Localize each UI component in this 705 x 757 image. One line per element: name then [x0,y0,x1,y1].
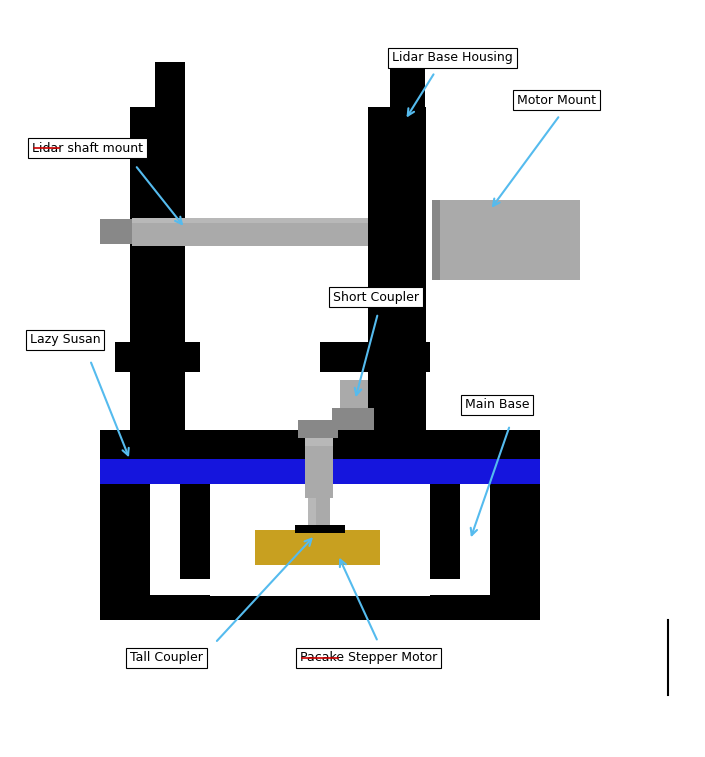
Bar [130,202,185,342]
Bar [115,342,200,372]
Bar [368,218,378,246]
Bar [305,438,333,498]
Bar [320,342,430,372]
Bar [155,62,185,107]
Bar [490,484,540,614]
Bar [432,200,440,280]
Bar [430,484,460,579]
Bar [100,458,540,484]
Bar [100,484,150,614]
Bar [100,430,540,458]
Bar [305,438,333,498]
Bar [298,420,338,438]
Bar [100,226,132,238]
Bar [340,380,368,428]
Bar [308,498,316,533]
Polygon shape [432,240,580,280]
Text: Lidar shaft mount: Lidar shaft mount [32,142,143,154]
Bar [308,498,330,533]
Bar [130,107,185,202]
Bar [100,453,540,459]
Text: Short Coupler: Short Coupler [333,291,419,304]
Bar [180,484,210,579]
Bar [305,438,333,446]
Bar [368,107,426,202]
Bar [332,408,374,430]
Bar [368,202,426,342]
Bar [432,200,580,280]
Bar [295,525,345,533]
Bar [210,484,430,596]
Bar [308,498,330,533]
Bar [132,218,375,223]
Bar [255,530,380,565]
Bar [308,498,316,533]
Bar [100,219,132,244]
Text: Pacake Stepper Motor: Pacake Stepper Motor [300,652,437,665]
Bar [305,438,333,446]
Text: Main Base: Main Base [465,398,529,412]
Bar [132,218,375,246]
Text: Lidar Base Housing: Lidar Base Housing [392,51,513,64]
Bar [368,372,426,432]
Text: Motor Mount: Motor Mount [517,94,596,107]
Text: Lazy Susan: Lazy Susan [30,334,101,347]
Text: Tall Coupler: Tall Coupler [130,652,203,665]
Bar [100,595,540,620]
Bar [255,530,380,565]
Bar [298,420,338,438]
Bar [390,62,425,107]
Bar [130,372,185,432]
